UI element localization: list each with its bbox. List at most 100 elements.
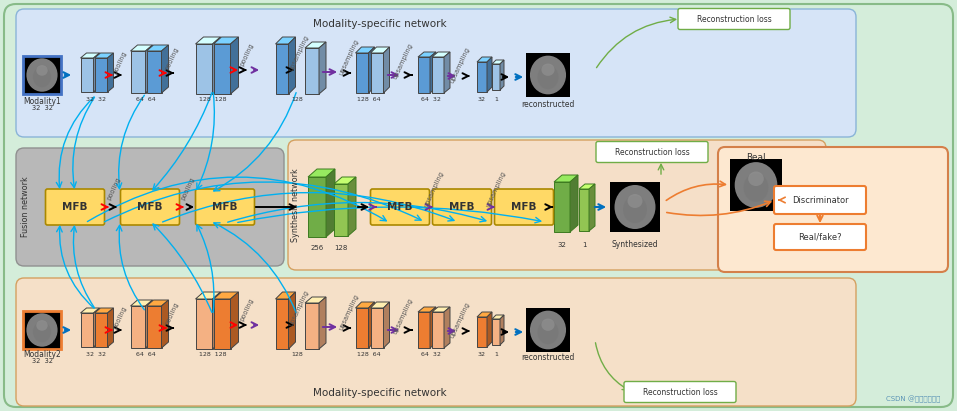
FancyBboxPatch shape: [288, 140, 826, 270]
Ellipse shape: [542, 319, 555, 331]
Text: MFB: MFB: [449, 202, 475, 212]
Polygon shape: [432, 307, 450, 312]
Polygon shape: [213, 44, 231, 94]
Text: reconstructed: reconstructed: [522, 353, 575, 362]
FancyBboxPatch shape: [526, 53, 570, 97]
Polygon shape: [432, 312, 444, 348]
Polygon shape: [308, 177, 326, 237]
Polygon shape: [94, 53, 100, 92]
FancyBboxPatch shape: [23, 56, 61, 94]
Text: upsampling: upsampling: [392, 297, 414, 335]
Polygon shape: [145, 300, 152, 348]
FancyBboxPatch shape: [610, 182, 660, 232]
Polygon shape: [418, 52, 436, 57]
Polygon shape: [308, 169, 335, 177]
Polygon shape: [370, 47, 389, 53]
FancyBboxPatch shape: [774, 224, 866, 250]
Text: Discriminator: Discriminator: [791, 196, 848, 205]
Polygon shape: [384, 302, 389, 348]
Polygon shape: [276, 44, 288, 94]
Polygon shape: [288, 37, 296, 94]
Polygon shape: [554, 175, 578, 182]
Polygon shape: [130, 300, 152, 306]
Polygon shape: [355, 308, 368, 348]
Polygon shape: [231, 37, 238, 94]
Text: 32  32: 32 32: [32, 105, 53, 111]
Text: 32  32: 32 32: [86, 352, 106, 357]
Polygon shape: [444, 307, 450, 348]
Polygon shape: [355, 53, 368, 93]
Polygon shape: [500, 315, 504, 345]
Polygon shape: [94, 308, 100, 347]
Polygon shape: [319, 42, 326, 94]
Polygon shape: [276, 37, 296, 44]
Polygon shape: [384, 47, 389, 93]
Polygon shape: [487, 312, 492, 347]
FancyBboxPatch shape: [195, 189, 255, 225]
Polygon shape: [370, 308, 384, 348]
Polygon shape: [477, 317, 487, 347]
Ellipse shape: [33, 321, 51, 342]
Polygon shape: [492, 319, 500, 345]
FancyBboxPatch shape: [718, 147, 948, 272]
Ellipse shape: [623, 196, 647, 223]
Text: 64  32: 64 32: [421, 352, 441, 357]
Polygon shape: [418, 57, 430, 93]
Text: Synthesis network: Synthesis network: [292, 168, 300, 242]
Polygon shape: [368, 47, 374, 93]
Ellipse shape: [542, 64, 555, 76]
Polygon shape: [368, 302, 374, 348]
Text: MFB: MFB: [137, 202, 163, 212]
Polygon shape: [95, 58, 107, 92]
Polygon shape: [162, 45, 168, 93]
Polygon shape: [195, 292, 220, 299]
Polygon shape: [95, 53, 114, 58]
Polygon shape: [579, 184, 595, 189]
Text: 32  32: 32 32: [86, 97, 106, 102]
Polygon shape: [80, 58, 94, 92]
Polygon shape: [213, 299, 231, 349]
Polygon shape: [213, 37, 238, 44]
FancyBboxPatch shape: [16, 278, 856, 406]
Polygon shape: [130, 306, 145, 348]
Text: pooling: pooling: [239, 298, 255, 323]
Text: Reconstruction loss: Reconstruction loss: [614, 148, 689, 157]
FancyBboxPatch shape: [730, 159, 782, 211]
Polygon shape: [370, 302, 389, 308]
Polygon shape: [487, 57, 492, 92]
Polygon shape: [305, 48, 319, 94]
Text: pooling: pooling: [164, 302, 180, 326]
Text: MFB: MFB: [388, 202, 412, 212]
Polygon shape: [146, 51, 162, 93]
Polygon shape: [319, 297, 326, 349]
Polygon shape: [418, 307, 436, 312]
Polygon shape: [492, 64, 500, 90]
Text: pooling: pooling: [112, 305, 128, 330]
Ellipse shape: [744, 173, 768, 202]
Polygon shape: [370, 53, 384, 93]
Polygon shape: [195, 44, 212, 94]
Text: 1: 1: [582, 242, 587, 248]
Text: Modality2: Modality2: [23, 350, 61, 359]
Text: 1: 1: [494, 352, 498, 357]
Polygon shape: [305, 303, 319, 349]
Text: 128: 128: [334, 245, 347, 251]
Polygon shape: [348, 177, 356, 236]
Polygon shape: [492, 315, 504, 319]
Polygon shape: [477, 57, 492, 62]
Ellipse shape: [538, 320, 559, 344]
Text: upsampling: upsampling: [449, 46, 471, 84]
Text: upsampling: upsampling: [288, 34, 310, 72]
Text: Synthesized: Synthesized: [612, 240, 658, 249]
Text: 256: 256: [310, 245, 323, 251]
Text: Fusion network: Fusion network: [20, 177, 30, 238]
Ellipse shape: [36, 320, 48, 331]
Polygon shape: [305, 42, 326, 48]
Text: 32: 32: [558, 242, 567, 248]
FancyBboxPatch shape: [46, 189, 104, 225]
Ellipse shape: [27, 313, 57, 347]
Polygon shape: [95, 308, 114, 313]
Polygon shape: [334, 184, 348, 236]
Polygon shape: [107, 53, 114, 92]
FancyBboxPatch shape: [624, 381, 736, 402]
